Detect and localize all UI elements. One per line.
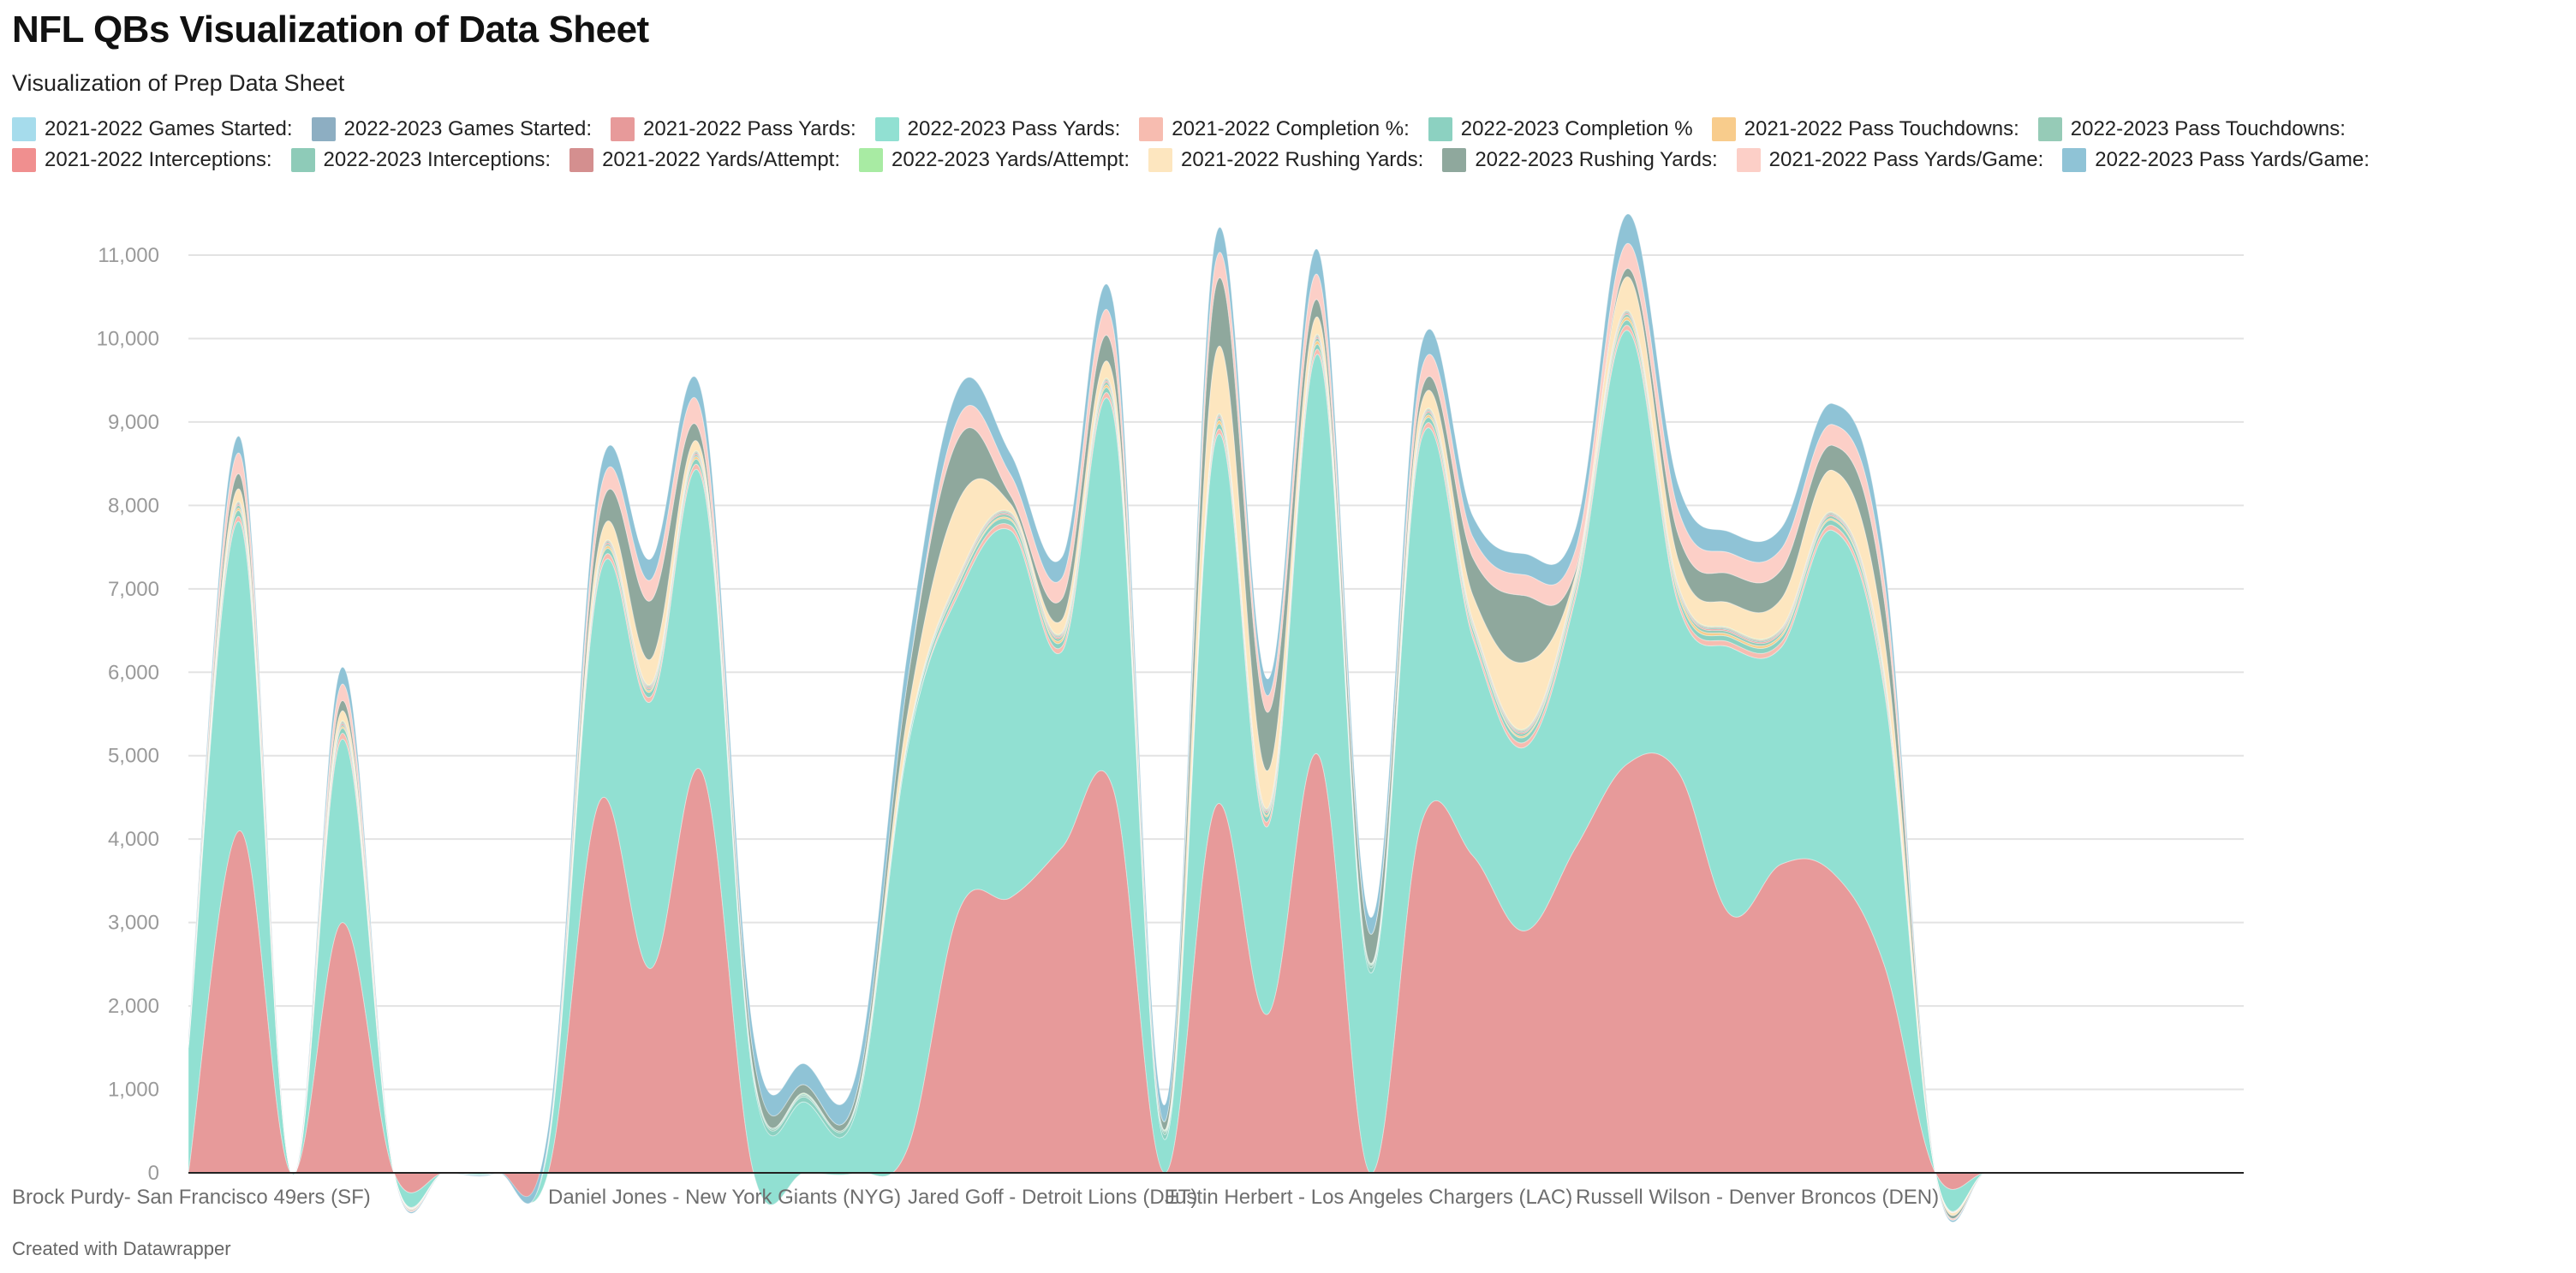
legend-label: 2022-2023 Games Started: [343, 117, 593, 140]
y-tick-label: 5,000 [108, 745, 159, 768]
y-axis-ticks: 0 1,000 2,000 3,000 4,000 5,000 6,000 7,000 8,00… [97, 244, 159, 1185]
legend-item: 2022-2023 Rushing Yards: [1442, 147, 1718, 173]
chart-title: NFL QBs Visualization of Data Sheet [12, 9, 649, 51]
chart-subtitle: Visualization of Prep Data Sheet [12, 70, 345, 96]
legend-label: 2022-2023 Pass Yards: [907, 117, 1121, 140]
x-tick-label: Brock Purdy- San Francisco 49ers (SF) [12, 1186, 371, 1209]
stacked-areas [188, 213, 2245, 1222]
legend-item: 2021-2022 Pass Touchdowns: [1711, 116, 2019, 142]
legend-label: 2021-2022 Rushing Yards: [1181, 148, 1424, 171]
legend-item: 2021-2022 Completion %: [1139, 116, 1410, 142]
legend-label: 2022-2023 Completion % [1460, 117, 1693, 140]
legend-swatch [874, 117, 899, 141]
legend-swatch [2062, 148, 2087, 172]
legend-label: 2021-2022 Completion %: [1172, 117, 1410, 140]
y-tick-label: 2,000 [108, 995, 159, 1018]
legend-swatch [1139, 117, 1164, 141]
legend-item: 2021-2022 Games Started: [12, 116, 293, 142]
legend-item: 2022-2023 Pass Touchdowns: [2037, 116, 2346, 142]
legend-label: 2022-2023 Interceptions: [323, 148, 552, 171]
legend-label: 2021-2022 Yards/Attempt: [602, 148, 841, 171]
y-tick-label: 3,000 [108, 912, 159, 935]
legend-item: 2022-2023 Pass Yards: [874, 116, 1121, 142]
y-tick-label: 7,000 [108, 578, 159, 601]
legend-item: 2021-2022 Interceptions: [12, 147, 272, 173]
legend-swatch [1428, 117, 1452, 141]
y-tick-label: 9,000 [108, 411, 159, 434]
x-tick-label: Daniel Jones - New York Giants (NYG) [548, 1186, 901, 1209]
legend-label: 2021-2022 Pass Touchdowns: [1744, 117, 2019, 140]
legend-label: 2022-2023 Rushing Yards: [1475, 148, 1718, 171]
credit-footer: Created with Datawrapper [12, 1238, 231, 1259]
legend-swatch [1711, 117, 1736, 141]
y-tick-label: 1,000 [108, 1079, 159, 1102]
y-tick-label: 11,000 [98, 244, 159, 267]
legend-item: 2021-2022 Pass Yards: [611, 116, 856, 142]
x-tick-label: Justin Herbert - Los Angeles Chargers (L… [1165, 1186, 1572, 1209]
legend-item: 2021-2022 Yards/Attempt: [569, 147, 840, 173]
legend-swatch [311, 117, 336, 141]
y-tick-label: 10,000 [97, 327, 159, 350]
legend-swatch [611, 117, 635, 141]
area-series [188, 752, 2245, 1205]
legend-item: 2022-2023 Interceptions: [290, 147, 552, 173]
legend-swatch [1736, 148, 1761, 172]
y-tick-label: 4,000 [108, 828, 159, 851]
legend-item: 2021-2022 Rushing Yards: [1148, 147, 1423, 173]
chart-legend: 2021-2022 Games Started: 2022-2023 Games … [12, 116, 2573, 173]
legend-label: 2022-2023 Pass Yards/Game: [2095, 148, 2370, 171]
legend-swatch [859, 148, 884, 172]
legend-label: 2021-2022 Games Started: [45, 117, 293, 140]
y-tick-label: 8,000 [108, 494, 159, 517]
legend-swatch [12, 148, 36, 172]
y-tick-label: 0 [148, 1162, 159, 1185]
x-tick-label: Jared Goff - Detroit Lions (DET) [908, 1186, 1197, 1209]
legend-item: 2022-2023 Completion % [1428, 116, 1693, 142]
legend-swatch [290, 148, 315, 172]
y-tick-label: 6,000 [108, 661, 159, 684]
legend-swatch [12, 117, 36, 141]
legend-label: 2021-2022 Interceptions: [45, 148, 272, 171]
legend-item: 2022-2023 Games Started: [311, 116, 593, 142]
legend-label: 2022-2023 Yards/Attempt: [891, 148, 1130, 171]
legend-item: 2022-2023 Yards/Attempt: [859, 147, 1130, 173]
x-tick-label: Russell Wilson - Denver Broncos (DEN) [1576, 1186, 1939, 1209]
legend-swatch [569, 148, 594, 172]
legend-label: 2021-2022 Pass Yards: [643, 117, 856, 140]
legend-label: 2022-2023 Pass Touchdowns: [2070, 117, 2346, 140]
legend-swatch [2037, 117, 2062, 141]
legend-label: 2021-2022 Pass Yards/Game: [1768, 148, 2044, 171]
x-axis-ticks: Brock Purdy- San Francisco 49ers (SF) Dan… [12, 1186, 1939, 1209]
legend-swatch [1442, 148, 1467, 172]
legend-item: 2021-2022 Pass Yards/Game: [1736, 147, 2044, 173]
legend-item: 2022-2023 Pass Yards/Game: [2062, 147, 2370, 173]
legend-swatch [1148, 148, 1172, 172]
